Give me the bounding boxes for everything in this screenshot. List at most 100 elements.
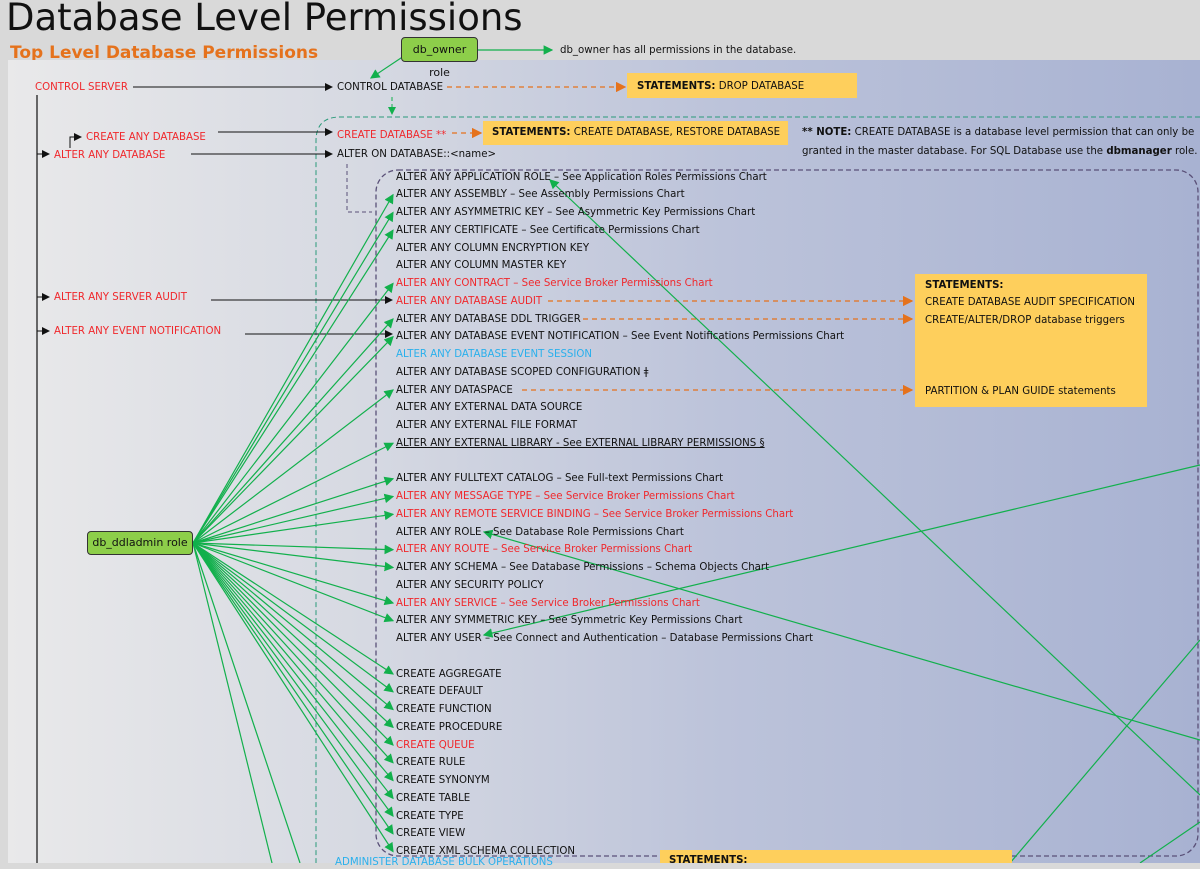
permission-item: ALTER ANY SCHEMA – See Database Permissi… (396, 562, 770, 573)
permission-item: ALTER ANY DATASPACE (396, 384, 513, 396)
ddladmin-grant-arrow (192, 542, 394, 800)
application-role-arrow (549, 179, 1200, 796)
offscreen-connector (1139, 821, 1200, 863)
statements-label: STATEMENTS: (637, 81, 716, 92)
permission-item: CREATE PROCEDURE (396, 721, 503, 733)
ddladmin-grant-arrow (192, 229, 394, 544)
ddladmin-grant-arrow (192, 542, 395, 623)
ddladmin-grant-arrow (192, 193, 394, 544)
alter-any-role-arrow (482, 529, 1200, 741)
alter-scope-boundary (375, 169, 1199, 857)
permission-item: ALTER ANY COLUMN ENCRYPTION KEY (396, 242, 590, 254)
permission-item: CREATE AGGREGATE (396, 668, 502, 680)
ddladmin-grant-arrow (192, 542, 394, 729)
ddladmin-grant-arrow (192, 335, 394, 544)
permission-item: ALTER ANY SECURITY POLICY (396, 579, 544, 591)
permission-item: ALTER ANY DATABASE EVENT NOTIFICATION – … (396, 331, 845, 343)
alter-on-database-arrow (346, 164, 372, 213)
drop-statements-box: STATEMENTS: DROP DATABASE (627, 73, 857, 98)
ddladmin-offscreen-connector (192, 542, 301, 863)
create-database-note: ** NOTE: CREATE DATABASE is a database l… (802, 126, 1194, 139)
alter-any-server-audit: ALTER ANY SERVER AUDIT (54, 292, 187, 303)
permission-item: ALTER ANY DATABASE SCOPED CONFIGURATION … (396, 366, 649, 378)
permission-item: ALTER ANY ROLE – See Database Role Permi… (396, 526, 684, 538)
ddladmin-grant-arrow (192, 542, 394, 764)
ddladmin-grant-arrow (192, 510, 395, 544)
permission-item: ALTER ANY ASYMMETRIC KEY – See Asymmetri… (396, 207, 756, 218)
note-text: role. (1171, 146, 1198, 157)
database-scope-boundary (315, 116, 1200, 863)
ddladmin-grant-arrow (192, 318, 394, 544)
ddladmin-grant-arrow (192, 389, 394, 544)
permission-item: ALTER ANY MESSAGE TYPE – See Service Bro… (396, 491, 735, 502)
statements-text: CREATE DATABASE, RESTORE DATABASE (570, 127, 781, 138)
ddladmin-grant-arrow (192, 476, 395, 544)
bottom-statements-box: STATEMENTS: (660, 850, 1012, 863)
permission-item: ALTER ANY SERVICE – See Service Broker P… (396, 597, 700, 609)
permission-item: ALTER ANY USER – See Connect and Authent… (396, 633, 813, 644)
ddladmin-grant-arrow (192, 542, 394, 693)
ddladmin-grant-arrow (192, 442, 395, 544)
permission-item: CREATE VIEW (396, 828, 466, 840)
control-database: CONTROL DATABASE (337, 82, 444, 93)
db-owner-control-arrow (370, 55, 405, 79)
permission-item: CREATE QUEUE (396, 739, 475, 751)
ddladmin-offscreen-connector (192, 542, 273, 863)
permission-item: ALTER ANY REMOTE SERVICE BINDING – See S… (396, 508, 794, 520)
ddladmin-grant-arrow (192, 493, 395, 544)
alter-any-database: ALTER ANY DATABASE (54, 150, 166, 161)
statement-line: PARTITION & PLAN GUIDE statements (925, 386, 1116, 397)
control-server: CONTROL SERVER (35, 82, 128, 93)
statements-label: STATEMENTS: (669, 855, 748, 863)
ddladmin-grant-arrow (192, 211, 394, 544)
permission-item: ALTER ANY EXTERNAL LIBRARY - See EXTERNA… (396, 437, 765, 449)
alter-on-database: ALTER ON DATABASE::<name> (337, 149, 497, 160)
statements-label: STATEMENTS: (492, 127, 571, 138)
ddladmin-grant-arrow (192, 542, 394, 835)
permission-item: ALTER ANY CONTRACT – See Service Broker … (396, 278, 713, 289)
create-database-note-line2: granted in the master database. For SQL … (802, 145, 1198, 158)
permission-item: CREATE FUNCTION (396, 704, 492, 715)
permission-item: ALTER ANY EXTERNAL DATA SOURCE (396, 402, 583, 414)
ddladmin-grant-arrow (192, 542, 395, 555)
permission-item: ALTER ANY DATABASE DDL TRIGGER (396, 313, 581, 325)
permission-item: ALTER ANY ROUTE – See Service Broker Per… (396, 544, 693, 556)
diagram-panel (8, 60, 1200, 863)
alter-any-event-notification: ALTER ANY EVENT NOTIFICATION (54, 326, 222, 337)
ddladmin-grant-arrow (192, 542, 394, 853)
permission-item: ALTER ANY DATABASE EVENT SESSION (396, 349, 593, 360)
ddladmin-grant-arrow (192, 542, 394, 782)
permission-item: CREATE RULE (396, 757, 466, 769)
permission-item: CREATE SYNONYM (396, 775, 490, 786)
statement-line: CREATE DATABASE AUDIT SPECIFICATION (925, 297, 1135, 308)
db-ddladmin-role-box[interactable]: db_ddladmin role (87, 531, 193, 555)
branch-arrow (69, 133, 82, 148)
page-title: Database Level Permissions (6, 0, 523, 39)
db-owner-note: db_owner has all permissions in the data… (560, 45, 797, 56)
permission-item: CREATE TABLE (396, 792, 471, 804)
note-bold: dbmanager (1106, 146, 1172, 157)
note-text: granted in the master database. For SQL … (802, 146, 1107, 157)
ddladmin-grant-arrow (192, 542, 395, 675)
ddladmin-grant-arrow (192, 542, 394, 817)
alter-any-user-arrow (482, 464, 1200, 638)
create-database: CREATE DATABASE ** (337, 130, 447, 141)
permission-item: ALTER ANY ASSEMBLY – See Assembly Permis… (396, 189, 685, 201)
audit-statements-box: STATEMENTS: CREATE DATABASE AUDIT SPECIF… (915, 274, 1147, 407)
permission-item: ALTER ANY CERTIFICATE – See Certificate … (396, 224, 700, 236)
permission-item: ALTER ANY EXTERNAL FILE FORMAT (396, 420, 578, 431)
ddladmin-grant-arrow (192, 542, 394, 746)
offscreen-connector (1009, 639, 1200, 863)
permission-item: ALTER ANY APPLICATION ROLE – See Applica… (396, 171, 767, 183)
ddladmin-grant-arrow (192, 542, 395, 606)
permission-item: CREATE XML SCHEMA COLLECTION (396, 846, 575, 857)
statements-label: STATEMENTS: (925, 280, 1004, 291)
note-text: CREATE DATABASE is a database level perm… (851, 127, 1195, 138)
permission-item: ALTER ANY COLUMN MASTER KEY (396, 260, 567, 272)
ddladmin-grant-arrow (192, 542, 394, 711)
section-title: Top Level Database Permissions (10, 43, 319, 63)
ddladmin-grant-arrow (192, 282, 394, 544)
db-owner-role-box[interactable]: db_owner role (401, 37, 478, 79)
statements-text: DROP DATABASE (715, 81, 805, 92)
